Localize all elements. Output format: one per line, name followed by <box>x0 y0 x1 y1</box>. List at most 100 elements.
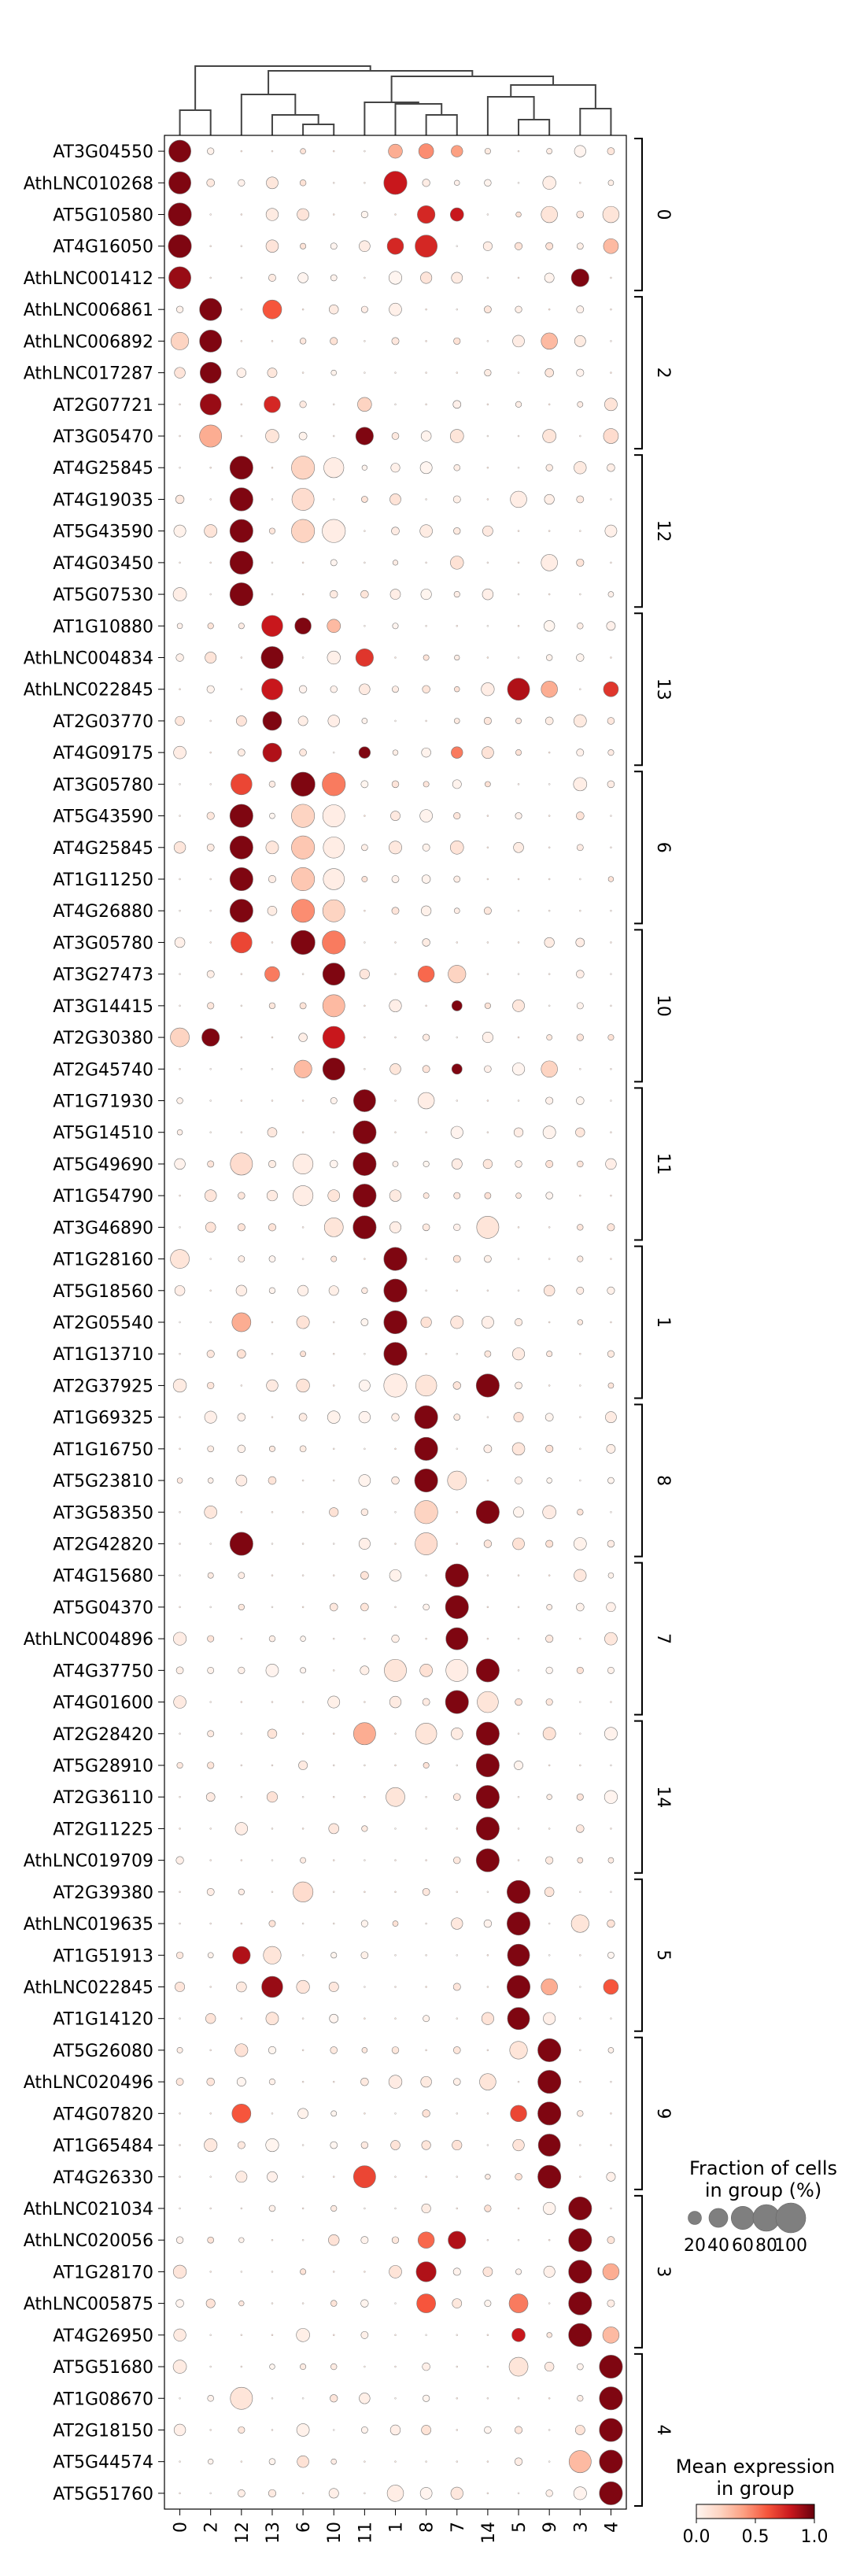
dot-AT1G13710-group-2 <box>206 1350 215 1358</box>
dot-AT1G54790-group-9 <box>545 1192 553 1199</box>
dot-AT3G05470-group-5 <box>517 434 520 438</box>
dot-AT4G09175-group-6 <box>299 748 307 756</box>
dot-AT1G28170-group-12 <box>240 2271 243 2273</box>
dot-AT5G14510-group-11 <box>353 1120 377 1144</box>
gene-label: AthLNC006861 <box>24 301 153 320</box>
dot-AT3G58350-group-0 <box>179 1511 181 1513</box>
dot-AT5G18560-group-4 <box>607 1286 615 1295</box>
dot-AT3G58350-group-8 <box>414 1500 438 1525</box>
dot-AT1G71930-group-10 <box>330 1097 338 1104</box>
dot-AT4G26950-group-0 <box>173 2328 186 2341</box>
dot-AthLNC004834-group-8 <box>423 654 430 661</box>
gene-label: AT2G36110 <box>53 1788 153 1808</box>
dot-AT5G44574-group-9 <box>548 2460 551 2463</box>
dot-AT4G09175-group-4 <box>607 749 615 756</box>
gene-labels: AT3G04550 AthLNC010268 AT5G10580 AT4G16050 A… <box>24 142 164 2504</box>
dot-AT1G71930-group-8 <box>417 1092 435 1110</box>
dot-AT2G11225-group-2 <box>209 1828 212 1830</box>
dot-AT2G39380-group-4 <box>610 1890 612 1894</box>
gene-label: AT2G42820 <box>53 1535 153 1554</box>
dot-AthLNC022845-group-11 <box>364 1986 366 1988</box>
dot-AthLNC020056-group-8 <box>417 2231 435 2249</box>
dot-AT2G45740-group-0 <box>179 1068 181 1070</box>
dot-AT5G18560-group-9 <box>543 1284 556 1296</box>
group-label-8: 8 <box>418 2522 437 2533</box>
dot-AT2G45740-group-10 <box>322 1057 345 1081</box>
dot-AT1G51913-group-12 <box>232 1946 251 1964</box>
dot-AT2G36110-group-10 <box>333 1796 335 1798</box>
dot-AT3G05780-group-9 <box>548 783 551 785</box>
dot-AT5G51680-group-11 <box>364 2365 366 2368</box>
dot-AT2G37925-group-10 <box>333 1384 335 1387</box>
gene-label: AT5G43590 <box>53 808 153 827</box>
dot-AT4G01600-group-1 <box>389 1695 402 1709</box>
dot-AT5G51680-group-9 <box>544 2361 555 2372</box>
dot-AT2G42820-group-12 <box>229 1532 253 1556</box>
dot-AthLNC019635-group-5 <box>507 1912 531 1936</box>
dot-AT2G45740-group-5 <box>511 1063 526 1076</box>
dot-AT2G28420-group-12 <box>240 1732 243 1735</box>
dot-AT5G51760-group-3 <box>573 2486 587 2500</box>
gene-label: AT5G51680 <box>53 2358 153 2378</box>
dot-AT5G44574-group-3 <box>568 2450 592 2474</box>
dot-AT1G28160-group-0 <box>170 1249 190 1269</box>
dot-AT4G25845-group-14 <box>486 467 489 469</box>
dot-AthLNC004834-group-12 <box>240 656 243 659</box>
dot-AT1G08670-group-10 <box>330 2394 338 2403</box>
dot-AT2G42820-group-14 <box>483 1539 493 1548</box>
dot-AT1G51913-group-0 <box>175 1951 184 1959</box>
dot-AT5G51760-group-9 <box>545 2489 553 2497</box>
dot-AT2G42820-group-11 <box>358 1538 371 1550</box>
dot-AT2G42820-group-0 <box>179 1543 181 1545</box>
dot-AthLNC010268-group-12 <box>238 179 245 187</box>
dot-AT4G26330-group-14 <box>485 2174 491 2180</box>
dot-AT4G15680-group-6 <box>301 1574 305 1576</box>
dot-AT1G54790-group-6 <box>293 1185 314 1207</box>
dot-AT4G01600-group-2 <box>209 1701 212 1703</box>
gene-label: AthLNC021034 <box>24 2200 153 2219</box>
dot-AT1G28170-group-4 <box>602 2263 620 2281</box>
dot-AT5G44574-group-2 <box>208 2459 214 2465</box>
dot-AT4G01600-group-5 <box>515 1698 522 1706</box>
dot-AT5G14510-group-3 <box>575 1127 585 1137</box>
dot-AT5G14510-group-4 <box>610 1131 612 1133</box>
dot-AT4G26880-group-3 <box>579 910 581 912</box>
dot-AT5G51680-group-12 <box>240 2365 243 2368</box>
dot-AthLNC010268-group-13 <box>266 176 279 190</box>
dot-AT4G26330-group-8 <box>425 2175 427 2178</box>
gene-label: AT4G01600 <box>53 1694 153 1713</box>
dot-AT5G26080-group-0 <box>176 2046 183 2053</box>
dot-AT5G51680-group-8 <box>422 2362 430 2371</box>
dot-AT5G23810-group-2 <box>207 1477 214 1484</box>
dot-AT1G51913-group-8 <box>425 1954 427 1957</box>
dot-AT5G49690-group-11 <box>353 1151 377 1176</box>
bracket-label-13: 13 <box>653 678 673 700</box>
gene-label: AT4G15680 <box>53 1567 153 1587</box>
dot-AT2G07721-group-1 <box>394 403 397 406</box>
dot-AthLNC020056-group-6 <box>301 2238 305 2242</box>
dot-AT5G26080-group-10 <box>330 2046 338 2054</box>
dot-AT4G37750-group-9 <box>545 1666 553 1674</box>
dot-AT4G01600-group-7 <box>445 1690 469 1714</box>
dot-AT3G05470-group-14 <box>486 434 489 438</box>
dot-AthLNC001412-group-10 <box>330 274 338 282</box>
dot-AT3G04550-group-12 <box>240 150 243 153</box>
dot-AT1G28170-group-9 <box>543 2265 556 2278</box>
dot-AthLNC022845-group-8 <box>425 1986 427 1988</box>
dot-AT2G36110-group-11 <box>364 1796 366 1798</box>
dot-AT1G69325-group-4 <box>605 1411 617 1423</box>
dot-AT5G43590-group-6 <box>291 519 316 543</box>
size-legend-tick: 80 <box>755 2236 777 2256</box>
dot-AT3G05780-group-5 <box>517 941 520 944</box>
dot-AthLNC019635-group-7 <box>451 1917 463 1930</box>
dot-AthLNC019709-group-0 <box>175 1856 184 1865</box>
dot-AthLNC010268-group-10 <box>333 182 335 184</box>
dot-AT5G07530-group-3 <box>579 593 581 596</box>
dot-AthLNC010268-group-1 <box>383 171 408 195</box>
dot-AT4G19035-group-4 <box>610 498 612 501</box>
dot-AT4G03450-group-11 <box>364 561 366 564</box>
dot-AT5G07530-group-0 <box>172 587 187 601</box>
dot-AT3G04550-group-10 <box>333 150 335 153</box>
dot-AT5G51680-group-10 <box>330 2363 338 2371</box>
dot-AT4G25845-group-3 <box>574 461 587 475</box>
